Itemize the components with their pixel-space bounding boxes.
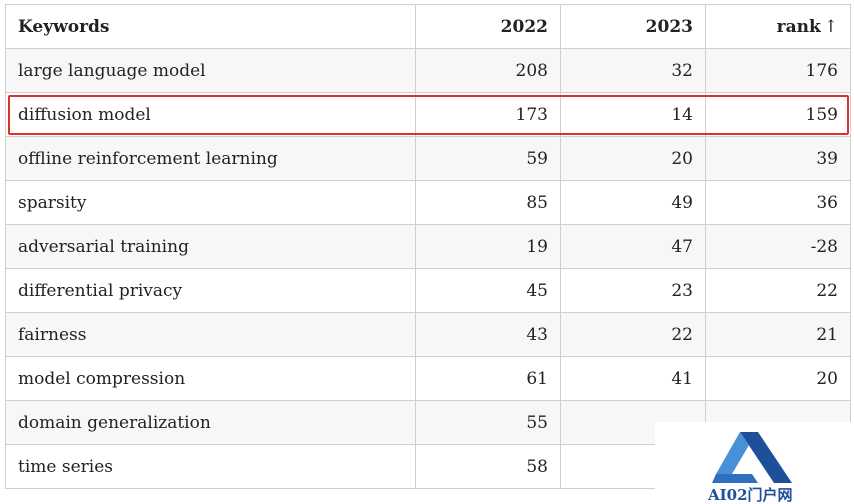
value-2023-cell: 22: [560, 312, 706, 357]
rank-cell: 36: [705, 180, 851, 225]
keyword-cell: adversarial training: [5, 224, 416, 269]
rank-cell: 22: [705, 268, 851, 313]
watermark-text: AI02门户网: [708, 486, 793, 504]
value-2023-cell: 49: [560, 180, 706, 225]
table-header-row: Keywords 2022 2023 rank ↑: [5, 4, 851, 49]
value-2023-cell: 32: [560, 48, 706, 93]
value-2022-cell: 173: [415, 92, 561, 137]
value-2023-cell: 20: [560, 136, 706, 181]
keyword-cell: large language model: [5, 48, 416, 93]
value-2022-cell: 85: [415, 180, 561, 225]
value-2022-cell: 45: [415, 268, 561, 313]
value-2022-cell: 19: [415, 224, 561, 269]
header-2023: 2023: [560, 4, 706, 49]
rank-cell: 176: [705, 48, 851, 93]
header-2022: 2022: [415, 4, 561, 49]
value-2023-cell: 14: [560, 92, 706, 137]
rank-cell: 39: [705, 136, 851, 181]
keyword-table: Keywords 2022 2023 rank ↑ large language …: [5, 4, 851, 489]
keyword-cell: domain generalization: [5, 400, 416, 445]
value-2022-cell: 208: [415, 48, 561, 93]
watermark-logo-icon: [712, 432, 792, 483]
value-2022-cell: 61: [415, 356, 561, 401]
rank-cell: 21: [705, 312, 851, 357]
table-row-highlighted: diffusion model 173 14 159: [5, 92, 851, 137]
table-row: differential privacy 45 23 22: [5, 268, 851, 313]
header-keywords: Keywords: [5, 4, 416, 49]
keyword-cell: offline reinforcement learning: [5, 136, 416, 181]
value-2022-cell: 59: [415, 136, 561, 181]
table-row: offline reinforcement learning 59 20 39: [5, 136, 851, 181]
keyword-cell: model compression: [5, 356, 416, 401]
value-2022-cell: 43: [415, 312, 561, 357]
sort-arrow-up-icon: ↑: [823, 16, 838, 37]
rank-cell: 159: [705, 92, 851, 137]
keyword-cell: sparsity: [5, 180, 416, 225]
value-2023-cell: 23: [560, 268, 706, 313]
table-row: fairness 43 22 21: [5, 312, 851, 357]
header-rank: rank ↑: [705, 4, 851, 49]
keyword-cell: fairness: [5, 312, 416, 357]
value-2023-cell: 47: [560, 224, 706, 269]
rank-cell: -28: [705, 224, 851, 269]
keyword-cell: time series: [5, 444, 416, 489]
table-row: adversarial training 19 47 -28: [5, 224, 851, 269]
keyword-cell: diffusion model: [5, 92, 416, 137]
value-2023-cell: 41: [560, 356, 706, 401]
value-2022-cell: 55: [415, 400, 561, 445]
table-row: model compression 61 41 20: [5, 356, 851, 401]
value-2022-cell: 58: [415, 444, 561, 489]
rank-cell: 20: [705, 356, 851, 401]
header-rank-label: rank: [776, 16, 821, 37]
table-row: large language model 208 32 176: [5, 48, 851, 93]
table-row: sparsity 85 49 36: [5, 180, 851, 225]
keyword-cell: differential privacy: [5, 268, 416, 313]
